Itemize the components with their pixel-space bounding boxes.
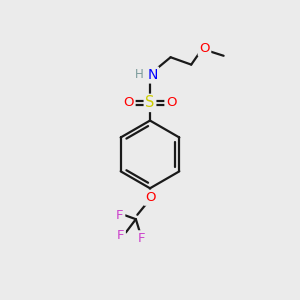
Text: F: F [117,229,124,242]
Text: F: F [138,232,146,245]
Text: O: O [199,42,210,55]
Text: O: O [145,191,155,204]
Text: F: F [116,209,124,222]
Text: O: O [166,96,176,110]
Text: O: O [124,96,134,110]
Text: N: N [147,68,158,82]
Text: O: O [199,42,210,55]
Text: S: S [145,95,155,110]
Text: O: O [166,96,176,110]
Text: F: F [116,209,124,222]
Text: S: S [145,95,155,110]
Text: O: O [124,96,134,110]
Text: F: F [117,229,124,242]
Text: H: H [134,68,143,81]
Text: F: F [138,232,146,245]
Text: N: N [147,68,158,82]
Text: H: H [134,68,143,81]
Text: O: O [145,191,155,204]
